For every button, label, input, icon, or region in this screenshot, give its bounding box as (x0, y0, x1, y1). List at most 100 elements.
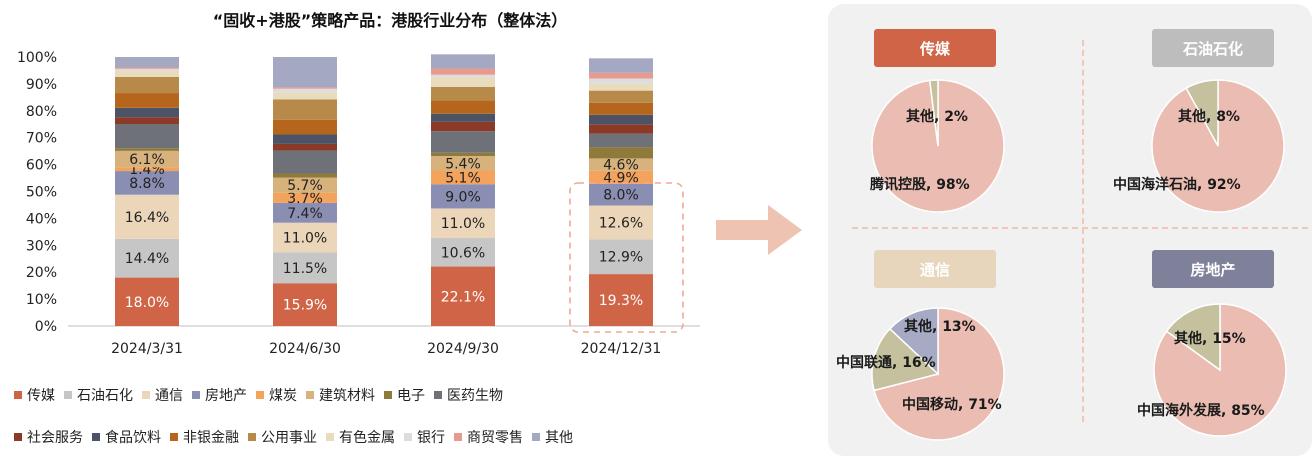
legend-item: 社会服务 (14, 427, 83, 447)
bar-segment (431, 184, 495, 209)
bar-segment (431, 155, 495, 171)
stacked-bar-chart: “固收+港股”策略产品：港股行业分布（整体法） 0% 10% 20% 30% 40% 50… (17, 11, 700, 357)
bar-segment (273, 177, 337, 193)
pie-petrochem-label-0: 中国海洋石油, 92% (1113, 177, 1241, 193)
bar-segment (589, 274, 653, 326)
data-label: 19.3% (599, 293, 643, 309)
legend-swatch (256, 391, 264, 399)
right-arrow-icon (716, 205, 802, 255)
bar-segment (589, 133, 653, 148)
bar-segment (431, 170, 495, 185)
bar-segment (273, 150, 337, 174)
bar-segment (431, 68, 495, 75)
legend-swatch (142, 391, 150, 399)
pie-slice (928, 79, 939, 147)
pie-charts-panel: 传媒 腾讯控股, 98% 其他, 2% 石油石化 中国海洋石油, 92% 其他,… (828, 4, 1312, 456)
pie-realestate (1153, 303, 1287, 437)
pie-telecom (871, 307, 1005, 441)
legend-item: 有色金属 (326, 427, 395, 447)
legend-swatch (454, 433, 462, 441)
bar-segment (589, 124, 653, 134)
legend-label: 有色金属 (339, 430, 395, 446)
vertical-divider (1082, 40, 1084, 422)
legend-label: 公用事业 (261, 430, 317, 446)
legend-item: 银行 (404, 427, 445, 447)
bar-segment (115, 171, 179, 195)
bar-segment (273, 134, 337, 144)
data-label: 8.8% (129, 176, 165, 192)
bar-segment (115, 68, 179, 72)
pie-slice (888, 307, 939, 376)
bar-segment (589, 90, 653, 103)
y-tick-label: 80% (26, 104, 57, 120)
pie-slice (871, 327, 940, 392)
data-label: 11.5% (283, 261, 327, 277)
legend-swatch (92, 433, 100, 441)
bar-segment (273, 173, 337, 178)
bar-segment (273, 222, 337, 253)
legend-swatch (434, 391, 442, 399)
bar-segment (273, 143, 337, 151)
legend-row-2: 社会服务 食品饮料 非银金融 公用事业 有色金属 银行 商贸零售 其他 (14, 427, 582, 447)
legend-item: 煤炭 (256, 385, 297, 405)
y-tick-label: 60% (26, 158, 57, 174)
bar-segment (589, 183, 653, 206)
highlight-box (569, 182, 684, 333)
pie-media (871, 79, 1005, 213)
pie-telecom-label-2: 其他, 13% (904, 319, 976, 335)
bar-segment (589, 147, 653, 159)
bar-segment (589, 78, 653, 84)
bar-segment (115, 238, 179, 278)
legend-item: 通信 (142, 385, 183, 405)
legend-label: 通信 (155, 388, 183, 404)
legend-swatch (192, 391, 200, 399)
data-label: 8.0% (603, 188, 639, 204)
y-tick-label: 50% (26, 185, 57, 201)
data-label: 18.0% (125, 295, 169, 311)
x-tick-label: 2024/3/31 (111, 341, 183, 357)
bar-segment (115, 71, 179, 77)
pie-slice (1185, 79, 1219, 147)
data-label: 7.4% (287, 206, 323, 222)
legend-label: 传媒 (27, 388, 55, 404)
pie-petrochem-label-1: 其他, 8% (1178, 109, 1240, 125)
y-tick-label: 100% (17, 50, 57, 66)
data-label: 4.6% (603, 158, 639, 174)
legend-item: 商贸零售 (454, 427, 523, 447)
bar-segment (431, 121, 495, 132)
y-tick-label: 0% (35, 319, 57, 335)
legend-swatch (14, 391, 22, 399)
bar-segment (115, 57, 179, 68)
bar-segment (431, 131, 495, 153)
data-label: 6.1% (129, 152, 165, 168)
bar-segment (115, 67, 179, 69)
bar-segment (431, 86, 495, 101)
bar-segment (273, 202, 337, 223)
bar-segment (431, 152, 495, 156)
data-label: 15.9% (283, 298, 327, 314)
data-label: 22.1% (441, 289, 485, 305)
data-label: 3.7% (287, 191, 323, 207)
bar-segment (273, 192, 337, 203)
bar-segment (589, 205, 653, 240)
legend-swatch (306, 391, 314, 399)
legend-item: 医药生物 (434, 385, 503, 405)
bar-segment (115, 194, 179, 239)
data-label: 12.9% (599, 250, 643, 266)
bar-segment (273, 252, 337, 284)
pie-media-label-0: 腾讯控股, 98% (870, 177, 970, 193)
bar-segment (431, 266, 495, 326)
pie-realestate-label-1: 其他, 15% (1174, 331, 1246, 347)
bar-segment (589, 72, 653, 79)
bar-segment (589, 114, 653, 125)
y-tick-label: 20% (26, 265, 57, 281)
legend-swatch (64, 391, 72, 399)
bar-segment (115, 76, 179, 94)
legend-item: 其他 (532, 427, 573, 447)
bar-segment (589, 170, 653, 184)
legend-label: 煤炭 (269, 388, 297, 404)
bar-segment (115, 167, 179, 172)
legend-item: 公用事业 (248, 427, 317, 447)
data-label: 9.0% (445, 189, 481, 205)
x-tick-label: 2024/9/30 (427, 341, 499, 357)
